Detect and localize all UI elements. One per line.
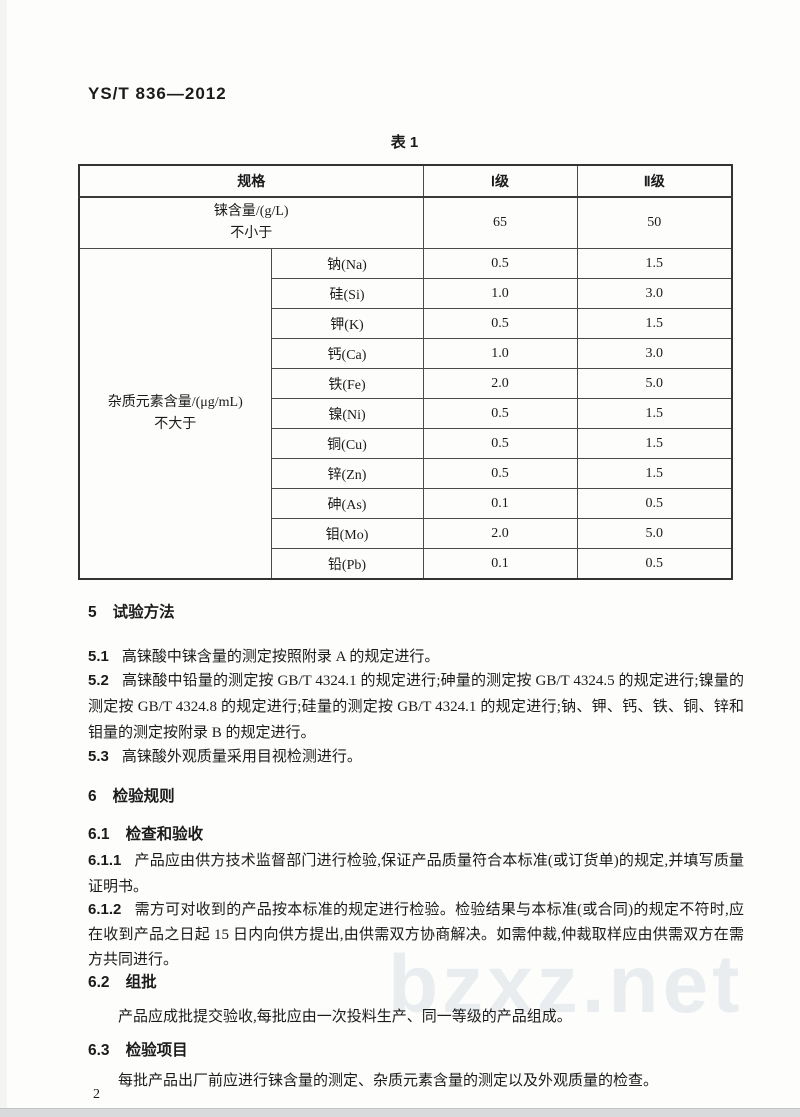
- doc-code: YS/T 836—2012: [88, 84, 227, 103]
- table-row: 铅(Pb) 0.1 0.5: [79, 548, 733, 580]
- header-grade2: Ⅱ级: [576, 164, 733, 198]
- table-row: 硅(Si) 1.0 3.0: [79, 278, 733, 309]
- table-row: 钼(Mo) 2.0 5.0: [79, 518, 733, 549]
- section-6-1-heading: 6.1 检查和验收: [88, 826, 204, 843]
- section-5-heading: 5 试验方法: [88, 604, 175, 621]
- rhenium-row: 铼含量/(g/L) 不小于 65 50: [78, 196, 733, 249]
- clause-5-3: 5.3 高铼酸外观质量采用目视检测进行。: [88, 748, 362, 765]
- clause-6-2-body: 产品应成批提交验收,每批应由一次投料生产、同一等级的产品组成。: [118, 1009, 572, 1025]
- table-row: 砷(As) 0.1 0.5: [79, 488, 733, 519]
- rhenium-label: 铼含量/(g/L) 不小于: [78, 196, 424, 249]
- scan-bottom-edge: [0, 1108, 800, 1117]
- rhenium-grade2: 50: [576, 196, 733, 249]
- rhenium-grade1: 65: [422, 196, 578, 249]
- section-6-3-heading: 6.3 检验项目: [88, 1042, 188, 1059]
- scan-right-edge: [0, 0, 7, 1116]
- header-spec: 规格: [78, 164, 424, 198]
- section-6-2-heading: 6.2 组批: [88, 974, 157, 991]
- table-row: 锌(Zn) 0.5 1.5: [79, 458, 733, 489]
- table-1: 规格 Ⅰ级 Ⅱ级 铼含量/(g/L) 不小于 65 50 杂质元素含量/(μg/…: [78, 164, 733, 580]
- table-header-row: 规格 Ⅰ级 Ⅱ级: [78, 164, 733, 198]
- clause-6-1-2: 6.1.2 需方可对收到的产品按本标准的规定进行检验。检验结果与本标准(或合同)的…: [88, 901, 744, 968]
- section-6-heading: 6 检验规则: [88, 788, 175, 805]
- impurity-label: 杂质元素含量/(μg/mL) 不大于: [78, 248, 272, 580]
- table-caption: 表 1: [390, 134, 419, 151]
- page-number: 2: [93, 1087, 100, 1102]
- clause-5-2: 5.2 高铼酸中铅量的测定按 GB/T 4324.1 的规定进行;砷量的测定按 G…: [88, 672, 744, 741]
- table-row: 铜(Cu) 0.5 1.5: [79, 428, 733, 459]
- clause-6-3-body: 每批产品出厂前应进行铼含量的测定、杂质元素含量的测定以及外观质量的检查。: [118, 1073, 659, 1089]
- table-row: 铁(Fe) 2.0 5.0: [79, 368, 733, 399]
- clause-5-1: 5.1 高铼酸中铼含量的测定按照附录 A 的规定进行。: [88, 648, 440, 665]
- header-grade1: Ⅰ级: [422, 164, 578, 198]
- table-row: 镍(Ni) 0.5 1.5: [79, 398, 733, 429]
- clause-6-1-1: 6.1.1 产品应由供方技术监督部门进行检验,保证产品质量符合本标准(或订货单)的…: [88, 852, 744, 895]
- table-row: 钙(Ca) 1.0 3.0: [79, 338, 733, 369]
- table-row: 杂质元素含量/(μg/mL) 不大于 钠(Na) 0.5 1.5: [78, 248, 733, 580]
- watermark: bzxz.net: [388, 939, 744, 1030]
